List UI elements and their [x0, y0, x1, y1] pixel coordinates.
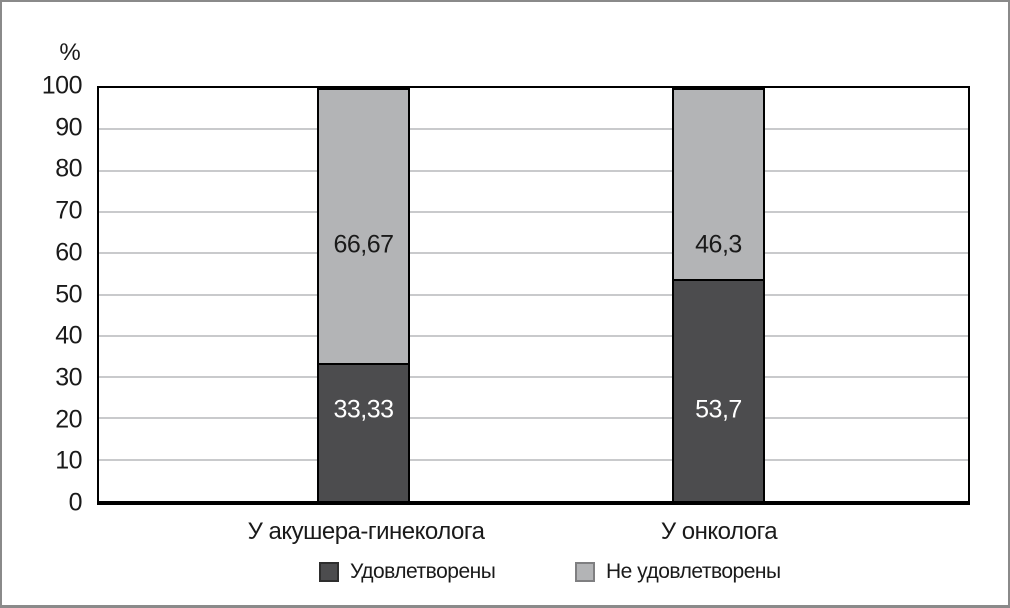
gridline	[99, 210, 968, 213]
y-tick-label: 80	[55, 154, 82, 183]
y-tick-label: 70	[55, 196, 82, 225]
segment-satisfied	[317, 363, 410, 501]
y-tick-label: 20	[55, 405, 82, 434]
y-tick-label: 40	[55, 321, 82, 350]
y-tick-label: 60	[55, 238, 82, 267]
y-tick-label: 30	[55, 363, 82, 392]
bar-onkolog: 46,3 53,7	[672, 88, 765, 501]
gridline	[99, 417, 968, 420]
legend-swatch-not-satisfied-icon	[575, 562, 595, 582]
gridline	[99, 128, 968, 131]
legend-item-satisfied: Удовлетворены	[319, 560, 496, 584]
y-tick-label: 90	[55, 113, 82, 142]
gridline	[99, 334, 968, 337]
plot-area: 66,67 33,33 46,3 53,7	[97, 86, 970, 505]
value-label-satisfied: 53,7	[695, 395, 742, 424]
bar-akusher-ginekolog: 66,67 33,33	[317, 88, 410, 501]
gridline	[99, 169, 968, 172]
y-axis-ticks: 0 10 20 30 40 50 60 70 80 90 100	[2, 72, 86, 517]
category-label-akusher-ginekolog: У акушера-гинеколога	[247, 518, 485, 545]
segment-satisfied	[672, 279, 765, 501]
gridline	[99, 458, 968, 461]
gridline	[99, 293, 968, 296]
value-label-not-satisfied: 46,3	[695, 230, 742, 259]
legend-swatch-satisfied-icon	[319, 562, 339, 582]
y-tick-label: 100	[41, 71, 83, 100]
category-label-onkolog: У онколога	[660, 518, 778, 545]
value-label-not-satisfied: 66,67	[333, 230, 394, 259]
segment-not-satisfied	[672, 88, 765, 280]
gridline	[99, 376, 968, 379]
y-tick-label: 10	[55, 446, 82, 475]
legend-label-satisfied: Удовлетворены	[350, 560, 496, 583]
value-label-satisfied: 33,33	[333, 395, 394, 424]
gridline	[99, 252, 968, 255]
legend-label-not-satisfied: Не удовлетворены	[606, 560, 781, 583]
y-tick-label: 50	[55, 280, 82, 308]
legend-item-not-satisfied: Не удовлетворены	[575, 560, 781, 584]
segment-not-satisfied	[317, 88, 410, 364]
y-tick-label: 0	[68, 488, 83, 517]
y-axis-unit-label: %	[59, 39, 81, 66]
